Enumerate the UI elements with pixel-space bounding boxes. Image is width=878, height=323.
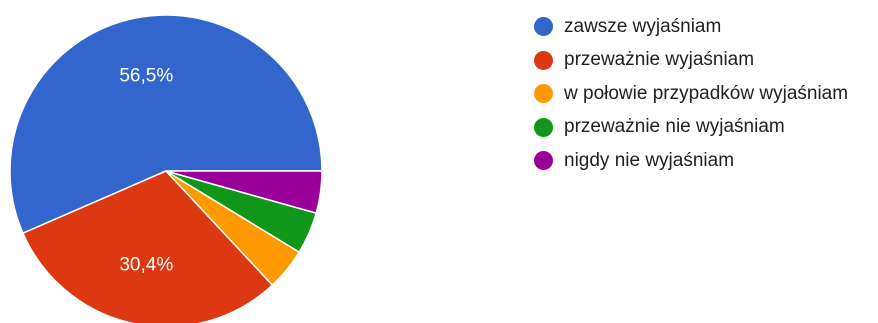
legend-item: przeważnie nie wyjaśniam — [534, 111, 848, 145]
pie-slice-1 — [9, 14, 323, 235]
legend-label: przeważnie wyjaśniam — [564, 49, 755, 71]
legend-label: nigdy nie wyjaśniam — [564, 149, 735, 171]
legend-item: przeważnie wyjaśniam — [534, 44, 848, 78]
legend-swatch — [534, 84, 553, 104]
legend-label: przeważnie nie wyjaśniam — [564, 116, 785, 138]
slice-data-label-1: 56,5% — [119, 65, 173, 86]
chart-legend: zawsze wyjaśniam przeważnie wyjaśniam w po… — [534, 10, 848, 178]
legend-label: zawsze wyjaśniam — [564, 15, 722, 37]
legend-label: w połowie przypadków wyjaśniam — [564, 82, 849, 104]
legend-swatch — [534, 17, 553, 37]
pie-slice-5 — [165, 170, 323, 215]
legend-swatch — [534, 50, 553, 70]
pie-slice-2 — [21, 170, 274, 323]
pie-chart: 56,5% 30,4% — [9, 14, 323, 323]
legend-item: nigdy nie wyjaśniam — [534, 144, 848, 178]
legend-swatch — [534, 151, 553, 171]
slice-data-label-2: 30,4% — [119, 255, 173, 276]
legend-item: zawsze wyjaśniam — [534, 10, 848, 44]
legend-item: w połowie przypadków wyjaśniam — [534, 77, 848, 111]
legend-swatch — [534, 117, 553, 137]
